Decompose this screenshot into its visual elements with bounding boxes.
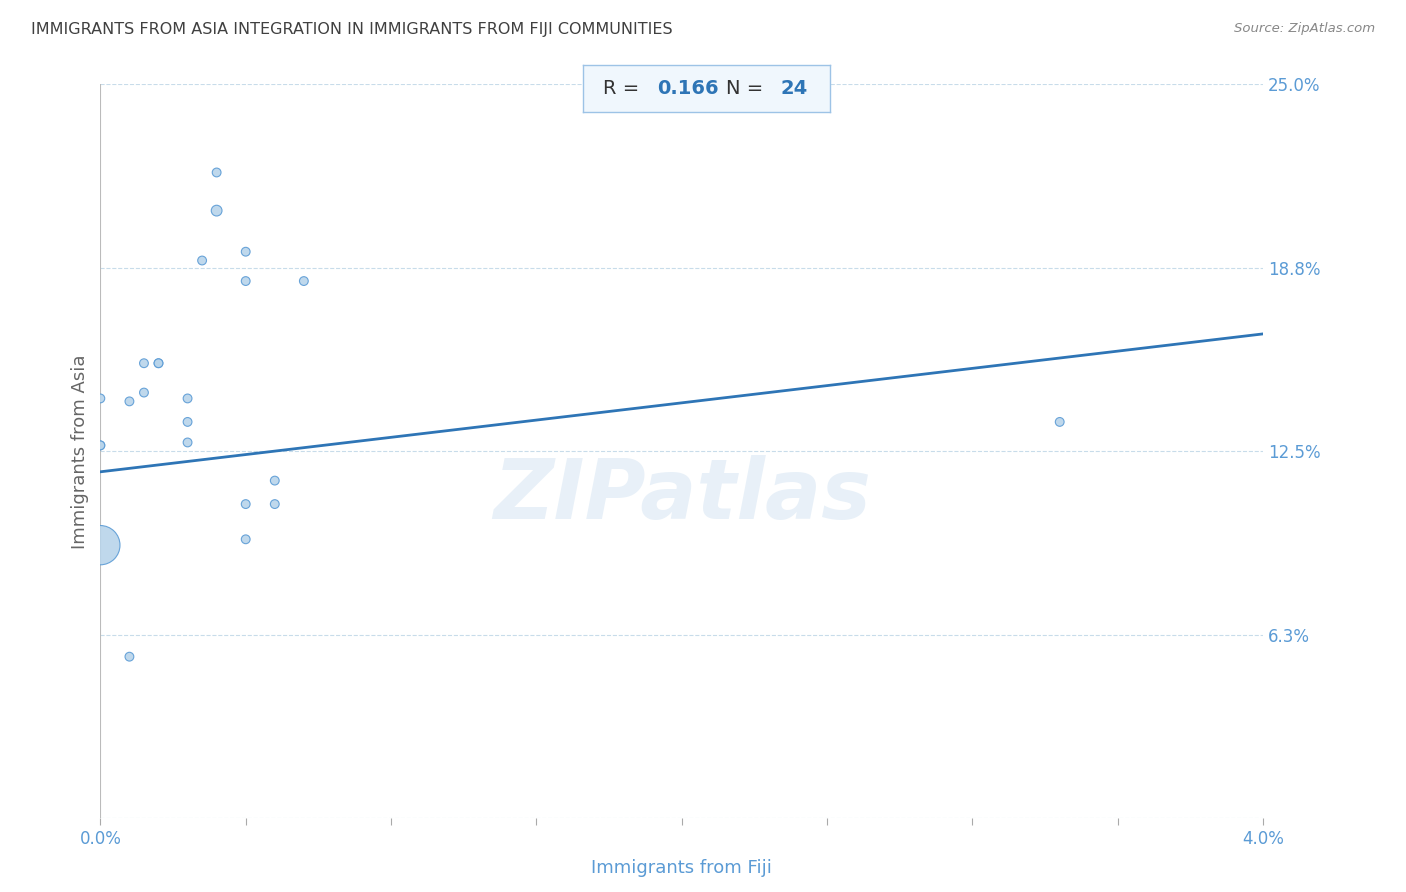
Point xyxy=(176,392,198,406)
Text: ZIPatlas: ZIPatlas xyxy=(494,455,870,536)
Y-axis label: Immigrants from Asia: Immigrants from Asia xyxy=(72,354,89,549)
Text: IMMIGRANTS FROM ASIA INTEGRATION IN IMMIGRANTS FROM FIJI COMMUNITIES: IMMIGRANTS FROM ASIA INTEGRATION IN IMMI… xyxy=(31,22,672,37)
Text: 24: 24 xyxy=(780,78,807,98)
Point xyxy=(132,385,155,400)
Point xyxy=(176,435,198,450)
X-axis label: Immigrants from Fiji: Immigrants from Fiji xyxy=(592,859,772,877)
Point xyxy=(263,497,285,511)
Point xyxy=(263,474,285,488)
Point xyxy=(292,274,315,288)
Point xyxy=(205,165,228,179)
Point xyxy=(148,356,170,370)
Point xyxy=(235,274,257,288)
Point xyxy=(235,533,257,547)
Point xyxy=(205,203,228,218)
Point xyxy=(176,415,198,429)
Text: 0.166: 0.166 xyxy=(657,78,718,98)
Point xyxy=(89,392,111,406)
Point xyxy=(89,438,111,452)
Point xyxy=(89,538,111,552)
Point xyxy=(1049,415,1071,429)
Text: Source: ZipAtlas.com: Source: ZipAtlas.com xyxy=(1234,22,1375,36)
Point xyxy=(235,244,257,259)
Point xyxy=(148,356,170,370)
Text: N =: N = xyxy=(725,78,769,98)
Point xyxy=(89,438,111,452)
Point xyxy=(132,356,155,370)
Point xyxy=(191,253,214,268)
Text: R =: R = xyxy=(603,78,645,98)
Point xyxy=(235,497,257,511)
Point xyxy=(118,394,141,409)
Point xyxy=(118,649,141,664)
